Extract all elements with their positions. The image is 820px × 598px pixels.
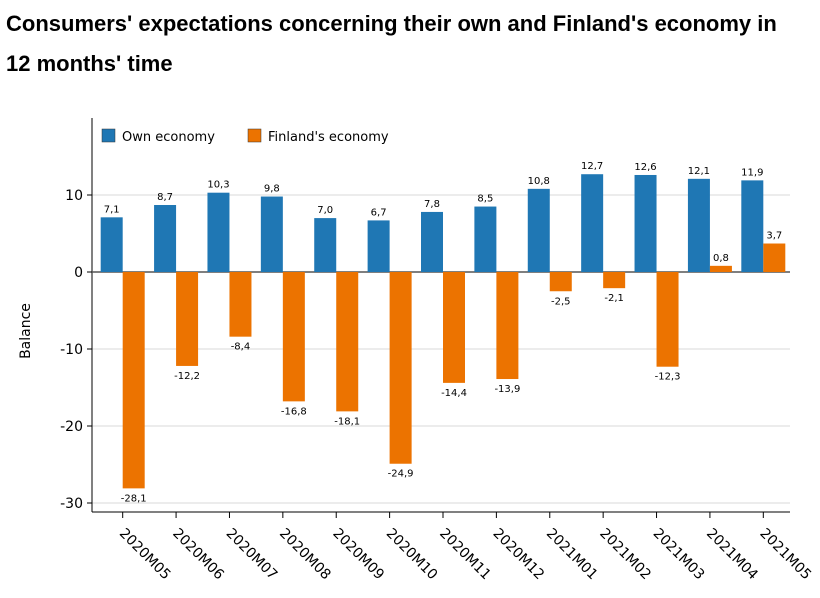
- bar-finland-economy: [709, 265, 732, 272]
- x-tick-label: 2020M05: [116, 526, 174, 584]
- bar-finland-economy: [443, 272, 465, 383]
- data-label-own: 12,7: [581, 161, 603, 172]
- y-tick-labels: 10 0 -10 -20 -30: [60, 188, 83, 512]
- bar-own-economy: [421, 211, 443, 272]
- data-label-own: 10,3: [207, 180, 229, 191]
- legend-swatch-finland: [247, 128, 262, 143]
- x-tick-label: 2021M04: [703, 526, 761, 584]
- x-tick-label: 2021M05: [756, 526, 814, 584]
- x-tick-label: 2020M11: [436, 526, 494, 584]
- bar-own-economy: [260, 196, 283, 272]
- bar-finland-economy: [603, 272, 626, 289]
- x-tick-label: 2020M07: [223, 526, 281, 584]
- data-label-own: 11,9: [741, 167, 763, 178]
- bar-finland-economy: [122, 272, 145, 489]
- bar-own-economy: [367, 220, 390, 272]
- bar-finland-economy: [389, 272, 412, 464]
- bar-own-economy: [100, 217, 123, 272]
- x-tick-label: 2021M01: [543, 526, 601, 584]
- legend-label-finland: Finland's economy: [268, 130, 389, 145]
- y-tick-label: 10: [65, 188, 83, 204]
- data-label-finland: -8,4: [231, 342, 251, 353]
- bar-finland-economy: [176, 272, 199, 366]
- data-label-own: 9,8: [264, 184, 280, 195]
- data-label-own: 12,1: [688, 166, 710, 177]
- bar-finland-economy: [282, 272, 305, 402]
- x-tick-labels: 2020M052020M062020M072020M082020M092020M…: [116, 526, 814, 584]
- legend: Own economy Finland's economy: [101, 128, 389, 145]
- data-label-finland: -18,1: [334, 416, 360, 427]
- data-label-finland: -13,9: [494, 384, 520, 395]
- data-label-finland: 3,7: [766, 231, 782, 242]
- x-tick-label: 2020M12: [490, 526, 548, 584]
- data-label-finland: -14,4: [441, 388, 467, 399]
- data-label-own: 7,0: [317, 205, 333, 216]
- x-tick-label: 2020M09: [329, 526, 387, 584]
- data-label-own: 7,8: [424, 199, 440, 210]
- bar-own-economy: [687, 178, 710, 272]
- data-label-finland: -24,9: [388, 469, 414, 480]
- y-tick-label: 0: [74, 265, 83, 281]
- data-label-finland: -28,1: [121, 493, 147, 504]
- bar-finland-economy: [336, 272, 359, 412]
- chart-title: Consumers' expectations concerning their…: [6, 11, 777, 76]
- bar-own-economy: [154, 205, 177, 272]
- bars: [100, 174, 786, 489]
- legend-label-own: Own economy: [122, 130, 215, 145]
- bar-finland-economy: [549, 272, 572, 292]
- bar-finland-economy: [656, 272, 679, 367]
- data-label-own: 8,5: [477, 194, 493, 205]
- bar-own-economy: [207, 192, 230, 272]
- bar-own-economy: [581, 174, 604, 272]
- data-label-own: 8,7: [157, 192, 173, 203]
- data-label-finland: -2,5: [551, 296, 571, 307]
- data-label-finland: -16,8: [281, 406, 307, 417]
- bar-finland-economy: [496, 272, 519, 380]
- bar-finland-economy: [229, 272, 252, 337]
- data-label-finland: -12,3: [655, 372, 681, 383]
- x-tick-label: 2020M06: [169, 526, 227, 584]
- bar-own-economy: [634, 174, 657, 272]
- y-tick-label: -30: [60, 496, 83, 512]
- data-label-own: 6,7: [371, 207, 387, 218]
- data-label-finland: -12,2: [174, 371, 200, 382]
- y-tick-label: -10: [60, 342, 83, 358]
- bar-own-economy: [314, 218, 337, 272]
- bar-own-economy: [474, 206, 497, 272]
- data-label-own: 12,6: [634, 162, 656, 173]
- y-tick-label: -20: [60, 419, 83, 435]
- bar-finland-economy: [763, 243, 786, 272]
- legend-swatch-own: [101, 128, 116, 143]
- x-tick-label: 2020M10: [383, 526, 441, 584]
- bar-own-economy: [527, 188, 550, 272]
- x-tick-label: 2021M03: [650, 526, 708, 584]
- data-label-own: 7,1: [104, 204, 120, 215]
- x-tick-label: 2020M08: [276, 526, 334, 584]
- data-label-finland: -2,1: [604, 293, 624, 304]
- data-label-own: 10,8: [528, 176, 550, 187]
- bar-own-economy: [741, 180, 764, 272]
- y-axis-label: Balance: [18, 303, 34, 359]
- x-tick-label: 2021M02: [596, 526, 654, 584]
- data-labels: 7,1 -28,1 8,7 -12,2 10,3 -8,4 9,8 -16,8 7,0 -18,1…: [104, 161, 783, 504]
- data-label-finland: 0,8: [713, 253, 729, 264]
